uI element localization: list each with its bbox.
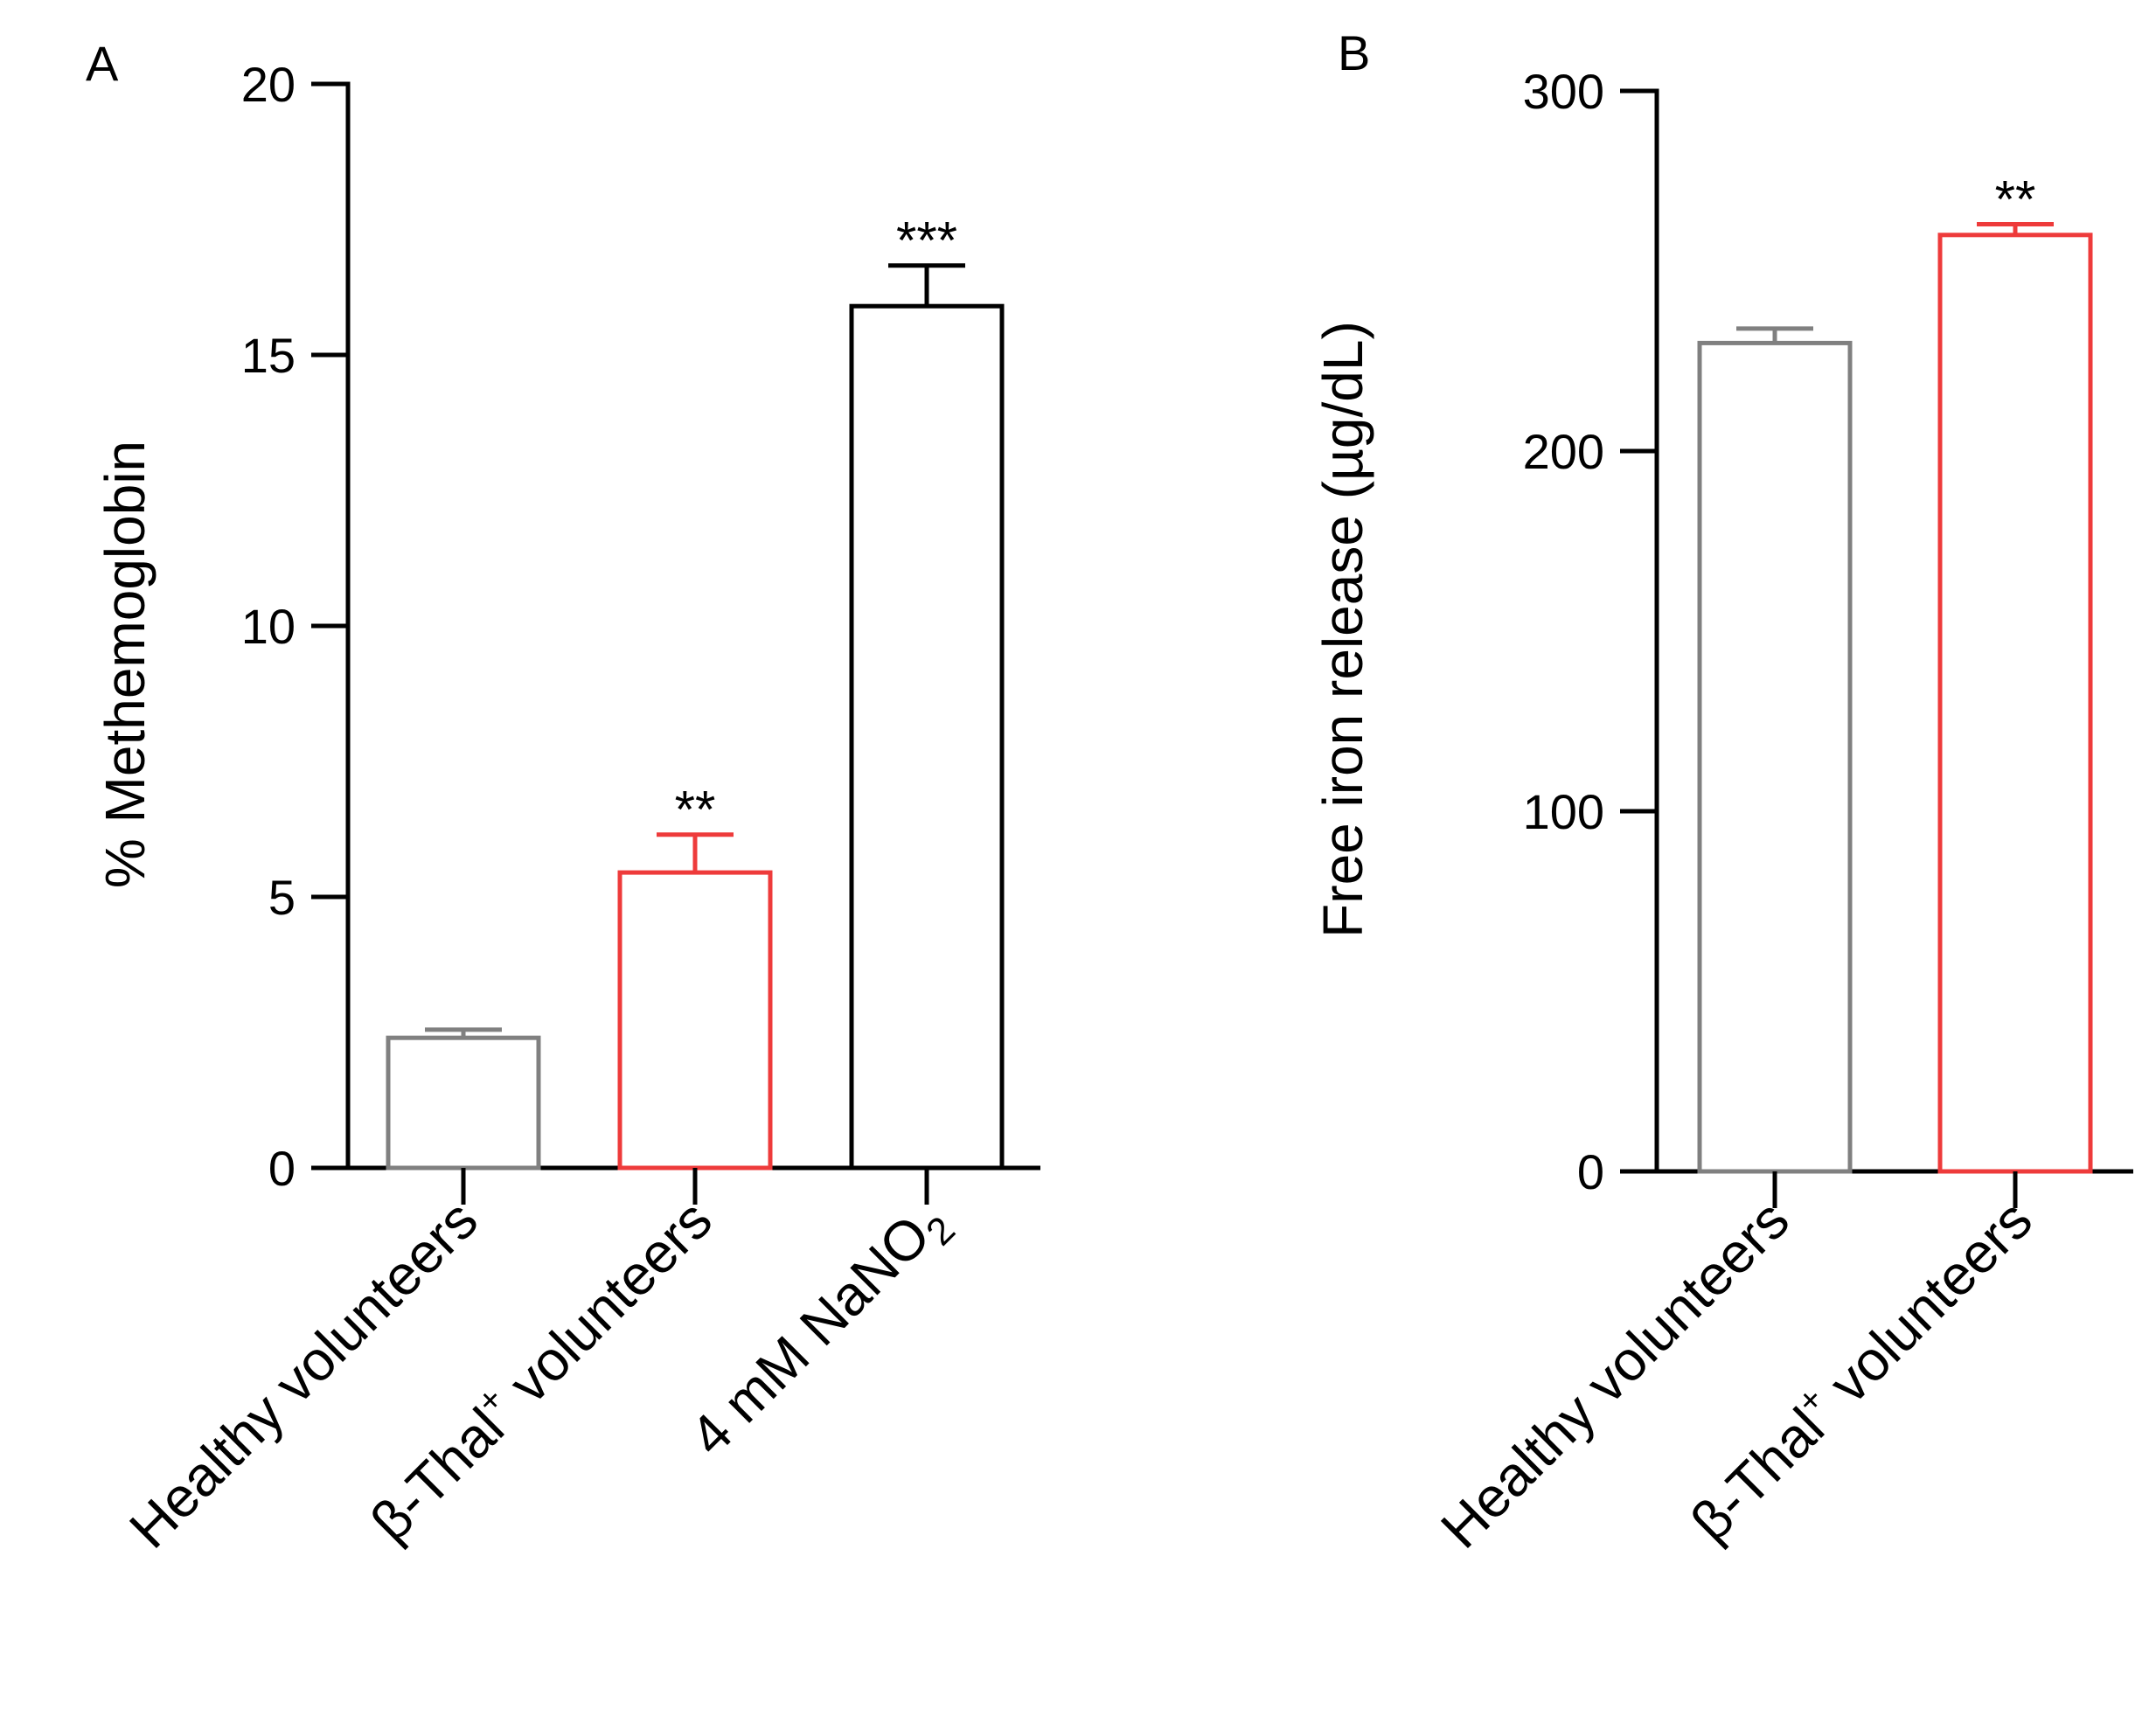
panel-a-letter: A (86, 36, 119, 91)
b-bar (1697, 340, 1853, 1174)
a-category-text: 4 mM NaNO (678, 1203, 942, 1467)
a-bar (617, 870, 773, 1171)
a-y-tick-label: 5 (268, 870, 296, 925)
b-significance: ** (1995, 170, 2036, 228)
panel-b-letter: B (1338, 25, 1370, 80)
a-significance: *** (896, 212, 957, 270)
b-category-text: volunteers (1806, 1188, 2044, 1426)
a-y-tick-label: 20 (241, 57, 296, 112)
a-category-text: β-Thal (358, 1396, 516, 1553)
b-y-tick-label: 0 (1577, 1144, 1604, 1199)
a-bar (386, 1035, 541, 1171)
a-bar (849, 303, 1005, 1171)
b-category-text: β-Thal (1679, 1396, 1836, 1553)
panel-b-ylabel: Free iron release (µg/dL) (1311, 321, 1374, 938)
panel-b: B Free iron release (µg/dL) 0100200300He… (1311, 25, 2133, 1560)
b-bar (1937, 233, 2093, 1174)
a-y-tick-label: 15 (241, 328, 296, 383)
b-y-tick-label: 200 (1523, 424, 1604, 479)
a-y-tick-label: 0 (268, 1141, 296, 1196)
a-significance: ** (675, 781, 716, 839)
b-y-tick-label: 300 (1523, 64, 1604, 119)
panel-a-ylabel: % Methemoglobin (94, 441, 156, 888)
a-y-tick-label: 10 (241, 599, 296, 654)
b-y-tick-label: 100 (1523, 784, 1604, 839)
a-category-text: volunteers (486, 1188, 724, 1426)
